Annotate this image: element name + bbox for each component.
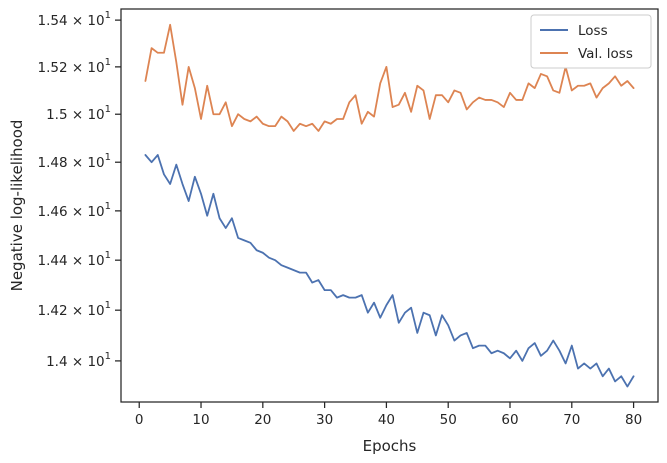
legend: Loss Val. loss	[530, 14, 652, 69]
y-tick-label: 1.4 × 101	[46, 351, 111, 370]
y-tick-label: 1.44 × 101	[37, 250, 111, 269]
x-tick-label: 30	[316, 412, 333, 428]
y-tick-label: 1.46 × 101	[37, 201, 111, 220]
x-tick-label: 20	[254, 412, 271, 428]
x-tick-label: 70	[563, 412, 580, 428]
x-axis-ticks: 0 10 20 30 40 50 60 70 80	[135, 402, 642, 428]
legend-box	[530, 14, 652, 69]
x-tick-label: 80	[625, 412, 642, 428]
x-tick-label: 60	[501, 412, 518, 428]
y-tick-label: 1.52 × 101	[37, 57, 111, 76]
y-axis-ticks: 1.4 × 101 1.42 × 101 1.44 × 101 1.46 × 101 1…	[37, 10, 121, 370]
y-tick-label: 1.54 × 101	[37, 10, 111, 29]
x-axis-title: Epochs	[363, 437, 417, 455]
x-tick-label: 40	[378, 412, 395, 428]
x-tick-label: 10	[192, 412, 209, 428]
y-tick-label: 1.5 × 101	[46, 104, 111, 123]
series-lines	[144, 23, 635, 388]
x-tick-label: 0	[135, 412, 144, 428]
series-line-val-loss	[144, 23, 635, 132]
y-tick-label: 1.48 × 101	[37, 152, 111, 171]
series-line-loss	[144, 154, 635, 388]
y-tick-label: 1.42 × 101	[37, 300, 111, 319]
x-tick-label: 50	[440, 412, 457, 428]
legend-label-val-loss: Val. loss	[578, 46, 633, 62]
y-axis-title: Negative log-likelihood	[8, 120, 26, 292]
legend-label-loss: Loss	[578, 23, 608, 39]
